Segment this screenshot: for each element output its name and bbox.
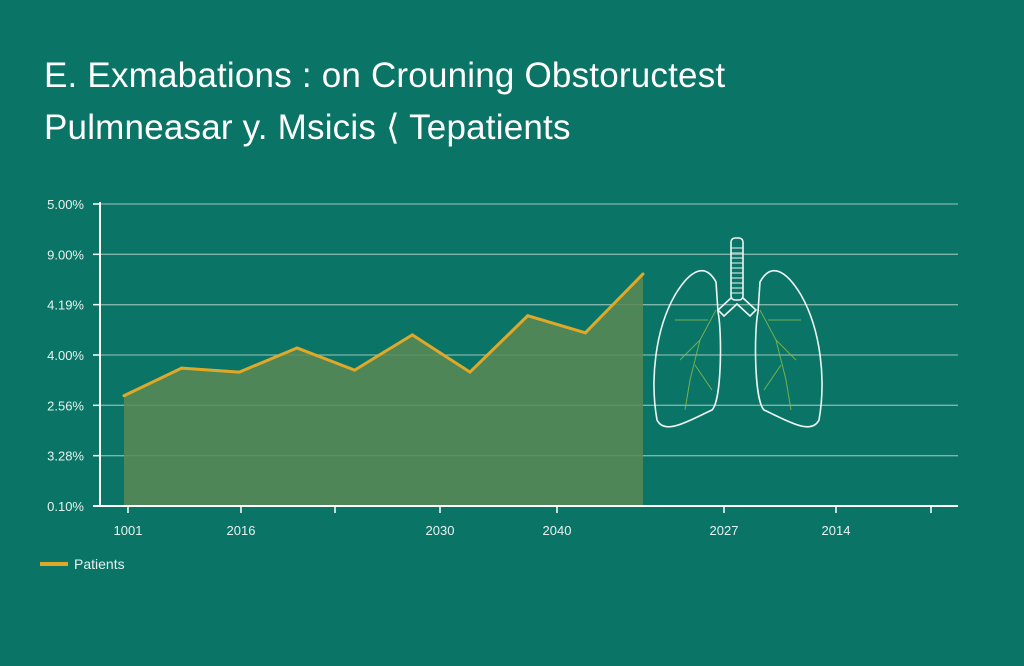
y-tick-label: 4.19% — [47, 298, 84, 313]
y-tick-label: 2.56% — [47, 398, 84, 413]
data-point — [237, 370, 241, 374]
chart-title: E. Exmabations : on Crouning Obstoructes… — [44, 50, 725, 154]
data-point — [410, 333, 414, 337]
x-tick-label: 2030 — [426, 523, 455, 538]
title-line-1: E. Exmabations : on Crouning Obstoructes… — [44, 56, 726, 95]
data-point — [641, 272, 645, 276]
legend-label: Patients — [74, 556, 125, 572]
x-tick-label: 2040 — [543, 523, 572, 538]
data-point — [180, 366, 184, 370]
x-tick-label: 2027 — [710, 523, 739, 538]
data-point — [468, 370, 472, 374]
data-point — [583, 331, 587, 335]
y-tick-label: 4.00% — [47, 348, 84, 363]
lungs-icon — [653, 237, 823, 428]
data-point — [295, 346, 299, 350]
data-point — [526, 314, 530, 318]
data-point — [122, 394, 126, 398]
y-tick-label: 9.00% — [47, 247, 84, 262]
lung-bronchi — [675, 309, 801, 411]
data-point — [353, 368, 357, 372]
y-tick-label: 5.00% — [47, 197, 84, 212]
legend: Patients — [40, 556, 125, 572]
x-tick-label: 2016 — [227, 523, 256, 538]
y-tick-label: 3.28% — [47, 449, 84, 464]
x-tick-label: 2014 — [822, 523, 851, 538]
y-tick-label: 0.10% — [47, 499, 84, 514]
legend-swatch — [40, 562, 68, 566]
series-line — [123, 272, 645, 398]
x-tick-label: 1001 — [114, 523, 143, 538]
series-area — [124, 273, 643, 506]
title-line-2: Pulmneasar y. Msicis ⟨ Tepatients — [44, 108, 571, 147]
